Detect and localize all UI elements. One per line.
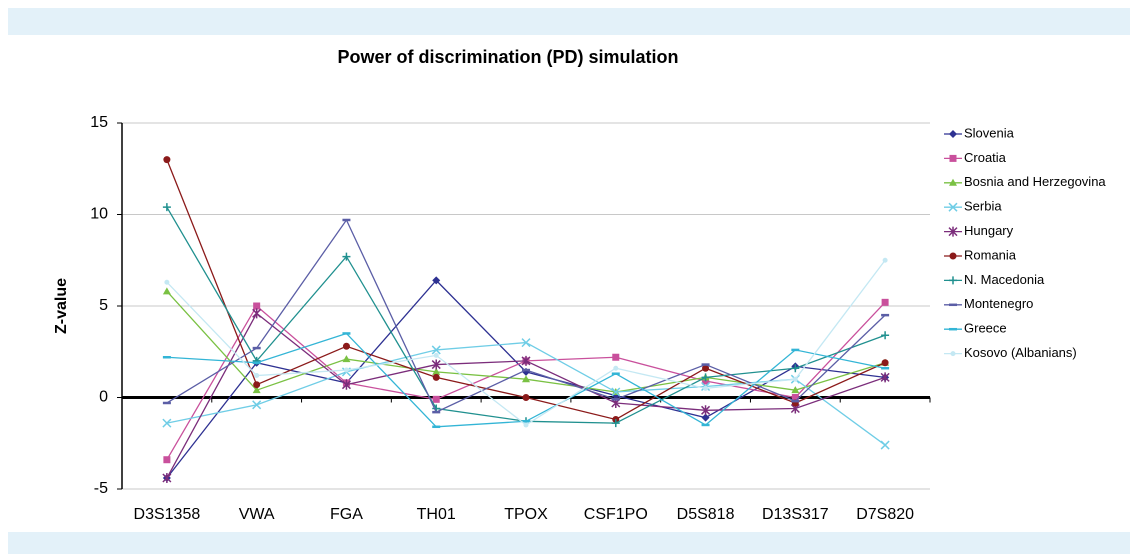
marker [613, 365, 619, 371]
marker [431, 359, 441, 370]
legend-label: Croatia [964, 150, 1007, 165]
marker [521, 355, 531, 366]
marker [703, 385, 709, 391]
marker [882, 257, 888, 263]
marker [791, 386, 800, 394]
legend-marker [949, 154, 957, 162]
legend-marker [949, 276, 957, 285]
marker [522, 394, 530, 401]
legend-label: Hungary [964, 223, 1014, 238]
top-band [8, 8, 1130, 35]
marker [163, 156, 171, 164]
legend-label: N. Macedonia [964, 272, 1045, 287]
x-tick-label: D3S1358 [134, 506, 201, 523]
marker [880, 440, 890, 450]
marker [433, 352, 439, 358]
legend-marker [949, 252, 957, 260]
marker [162, 418, 172, 428]
legend-label: Serbia [964, 199, 1002, 214]
y-tick-label: 5 [99, 297, 108, 314]
chart-title: Power of discrimination (PD) simulation [337, 47, 678, 67]
legend-label: Greece [964, 321, 1007, 336]
marker [343, 367, 349, 373]
legend-label: Kosovo (Albanians) [964, 345, 1077, 360]
marker [432, 276, 441, 285]
y-tick-label: -5 [94, 480, 108, 497]
marker [701, 373, 710, 382]
legend-marker [949, 178, 957, 186]
bottom-band [8, 532, 1130, 554]
marker [523, 422, 529, 428]
marker [432, 395, 440, 403]
marker [252, 386, 261, 394]
marker [702, 364, 710, 372]
marker [881, 298, 889, 306]
marker [162, 473, 172, 484]
x-tick-label: D13S317 [762, 506, 829, 523]
series-line [166, 206, 886, 424]
legend-marker [950, 351, 956, 357]
legend-marker [948, 226, 958, 237]
marker [342, 355, 351, 363]
legend-label: Bosnia and Herzegovina [964, 174, 1106, 189]
marker [253, 381, 261, 389]
legend-label: Slovenia [964, 125, 1015, 140]
y-axis-label: Z-value [53, 278, 70, 334]
x-tick-label: TPOX [504, 506, 548, 523]
marker [611, 387, 621, 397]
marker [611, 419, 620, 428]
marker [881, 359, 889, 367]
marker [431, 345, 441, 355]
marker [162, 287, 171, 295]
marker [521, 338, 531, 348]
y-tick-label: 10 [90, 206, 108, 223]
marker [701, 405, 711, 416]
marker [252, 400, 262, 410]
legend-marker [948, 202, 958, 212]
marker [522, 375, 530, 383]
marker [164, 279, 170, 285]
x-tick-label: D5S818 [677, 506, 735, 523]
marker [792, 376, 798, 382]
legend-label: Romania [964, 247, 1017, 262]
marker [254, 373, 260, 379]
marker [881, 331, 890, 340]
x-tick-label: FGA [330, 506, 363, 523]
marker [432, 367, 441, 375]
y-tick-label: 15 [90, 114, 108, 131]
marker [432, 373, 440, 381]
x-tick-label: D7S820 [856, 506, 914, 523]
marker [880, 372, 890, 383]
marker [163, 456, 171, 464]
marker [253, 302, 261, 310]
legend-label: Montenegro [964, 296, 1033, 311]
marker [341, 379, 351, 390]
marker [342, 252, 351, 261]
marker [701, 413, 710, 422]
x-tick-label: CSF1PO [584, 506, 648, 523]
marker [612, 353, 620, 361]
y-tick-label: 0 [99, 389, 108, 406]
marker [342, 342, 350, 350]
marker [162, 203, 171, 212]
marker [791, 364, 800, 373]
legend-marker [949, 130, 957, 138]
x-tick-label: VWA [239, 506, 275, 523]
x-tick-label: TH01 [417, 506, 456, 523]
marker [252, 308, 262, 319]
marker [791, 394, 799, 401]
